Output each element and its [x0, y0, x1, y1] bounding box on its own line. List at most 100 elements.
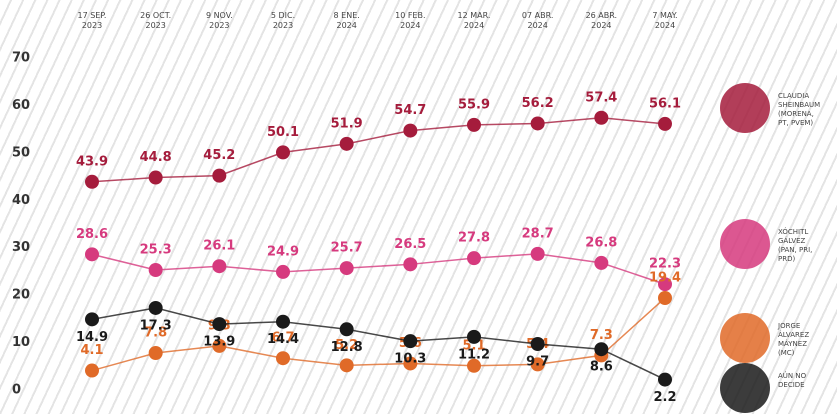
- point: [594, 342, 609, 357]
- y-tick-label: 10: [12, 335, 30, 350]
- value-label: 17.3: [140, 318, 172, 333]
- point: [339, 261, 354, 276]
- point: [339, 136, 354, 151]
- value-label: 24.9: [267, 244, 299, 259]
- point: [530, 336, 545, 351]
- point: [403, 123, 418, 138]
- legend-label: AÚN NO DECIDE: [778, 371, 807, 389]
- value-label: 7.3: [590, 328, 613, 343]
- value-label: 5.1: [462, 338, 485, 353]
- value-label: 28.7: [522, 226, 554, 241]
- point: [276, 314, 290, 329]
- x-tick-label: 26 OCT. 2023: [140, 11, 171, 30]
- value-label: 25.7: [331, 241, 363, 256]
- point: [148, 263, 163, 278]
- legend-label: CLAUDIA SHEINBAUM (MORENA, PT, PVEM): [778, 92, 820, 127]
- point: [339, 358, 354, 373]
- x-tick-label: 9 NOV. 2023: [206, 11, 233, 30]
- x-tick-label: 10 FEB. 2024: [395, 11, 425, 30]
- value-label: 27.8: [458, 231, 490, 246]
- value-label: 45.2: [203, 148, 235, 163]
- value-label: 9.7: [526, 354, 549, 369]
- value-label: 43.9: [76, 154, 108, 169]
- point: [85, 174, 99, 189]
- value-label: 50.1: [267, 125, 299, 140]
- x-tick-label: 8 ENE. 2024: [334, 11, 360, 30]
- value-label: 11.2: [458, 347, 490, 362]
- point: [403, 356, 418, 371]
- value-label: 6.7: [271, 331, 294, 346]
- value-label: 26.1: [203, 239, 235, 254]
- y-tick-label: 20: [12, 288, 30, 303]
- point: [658, 290, 672, 305]
- y-tick-label: 0: [12, 383, 21, 398]
- x-tick-label: 07 ABR. 2024: [522, 11, 554, 30]
- point: [85, 312, 99, 327]
- point: [403, 257, 418, 272]
- value-label: 13.9: [203, 335, 235, 350]
- value-label: 28.6: [76, 227, 108, 242]
- value-label: 5.2: [335, 338, 358, 353]
- legend-avatar: [720, 313, 770, 363]
- point: [467, 329, 481, 344]
- value-label: 7.8: [144, 326, 167, 341]
- value-label: 25.3: [140, 243, 172, 258]
- x-tick-label: 7 MAY. 2024: [652, 11, 677, 30]
- series-line: [91, 253, 666, 285]
- point: [148, 170, 163, 185]
- point: [467, 251, 481, 266]
- series-line: [91, 117, 666, 183]
- value-label: 14.4: [267, 332, 299, 347]
- value-label: 12.8: [331, 340, 363, 355]
- point: [212, 259, 227, 274]
- value-label: 2.2: [653, 390, 676, 405]
- value-label: 26.5: [394, 237, 426, 252]
- y-tick-label: 70: [12, 51, 30, 66]
- value-label: 4.1: [80, 343, 103, 358]
- point: [530, 357, 545, 372]
- x-tick-label: 26 ABR. 2024: [586, 11, 618, 30]
- point: [212, 317, 227, 332]
- point: [530, 246, 545, 261]
- series-line: [91, 307, 666, 381]
- y-tick-label: 30: [12, 240, 30, 255]
- point: [148, 346, 163, 361]
- x-tick-label: 5 DIC. 2023: [271, 11, 295, 30]
- point: [658, 372, 672, 387]
- series-line: [91, 297, 666, 372]
- point: [594, 255, 609, 270]
- point: [212, 168, 227, 183]
- legend-avatar: [720, 363, 770, 413]
- value-label: 56.1: [649, 96, 681, 111]
- point: [85, 363, 99, 378]
- point: [403, 334, 418, 349]
- value-label: 55.9: [458, 97, 490, 112]
- y-tick-label: 40: [12, 193, 30, 208]
- value-label: 22.3: [649, 257, 681, 272]
- value-label: 19.4: [649, 270, 681, 285]
- value-label: 54.7: [394, 103, 426, 118]
- value-label: 56.2: [522, 96, 554, 111]
- x-tick-label: 12 MAR. 2024: [458, 11, 491, 30]
- legend-label: XÓCHITL GÁLVEZ (PAN, PRI, PRD): [778, 227, 812, 263]
- legend-label: JORGE ÁLVAREZ MÁYNEZ (MC): [777, 322, 809, 357]
- value-label: 57.4: [585, 90, 617, 105]
- value-label: 51.9: [331, 116, 363, 131]
- point: [212, 338, 227, 353]
- point: [658, 116, 672, 131]
- y-tick-label: 60: [12, 98, 30, 113]
- point: [658, 277, 672, 292]
- value-label: 8.6: [590, 360, 613, 375]
- legend-avatar: [720, 219, 770, 269]
- point: [85, 247, 99, 262]
- value-label: 26.8: [585, 235, 617, 250]
- legend-avatar: [720, 83, 770, 133]
- value-label: 44.8: [140, 150, 172, 165]
- point: [276, 145, 290, 160]
- point: [530, 116, 545, 131]
- value-label: 10.3: [394, 352, 426, 367]
- point: [339, 322, 354, 337]
- x-tick-label: 17 SEP. 2023: [78, 11, 107, 30]
